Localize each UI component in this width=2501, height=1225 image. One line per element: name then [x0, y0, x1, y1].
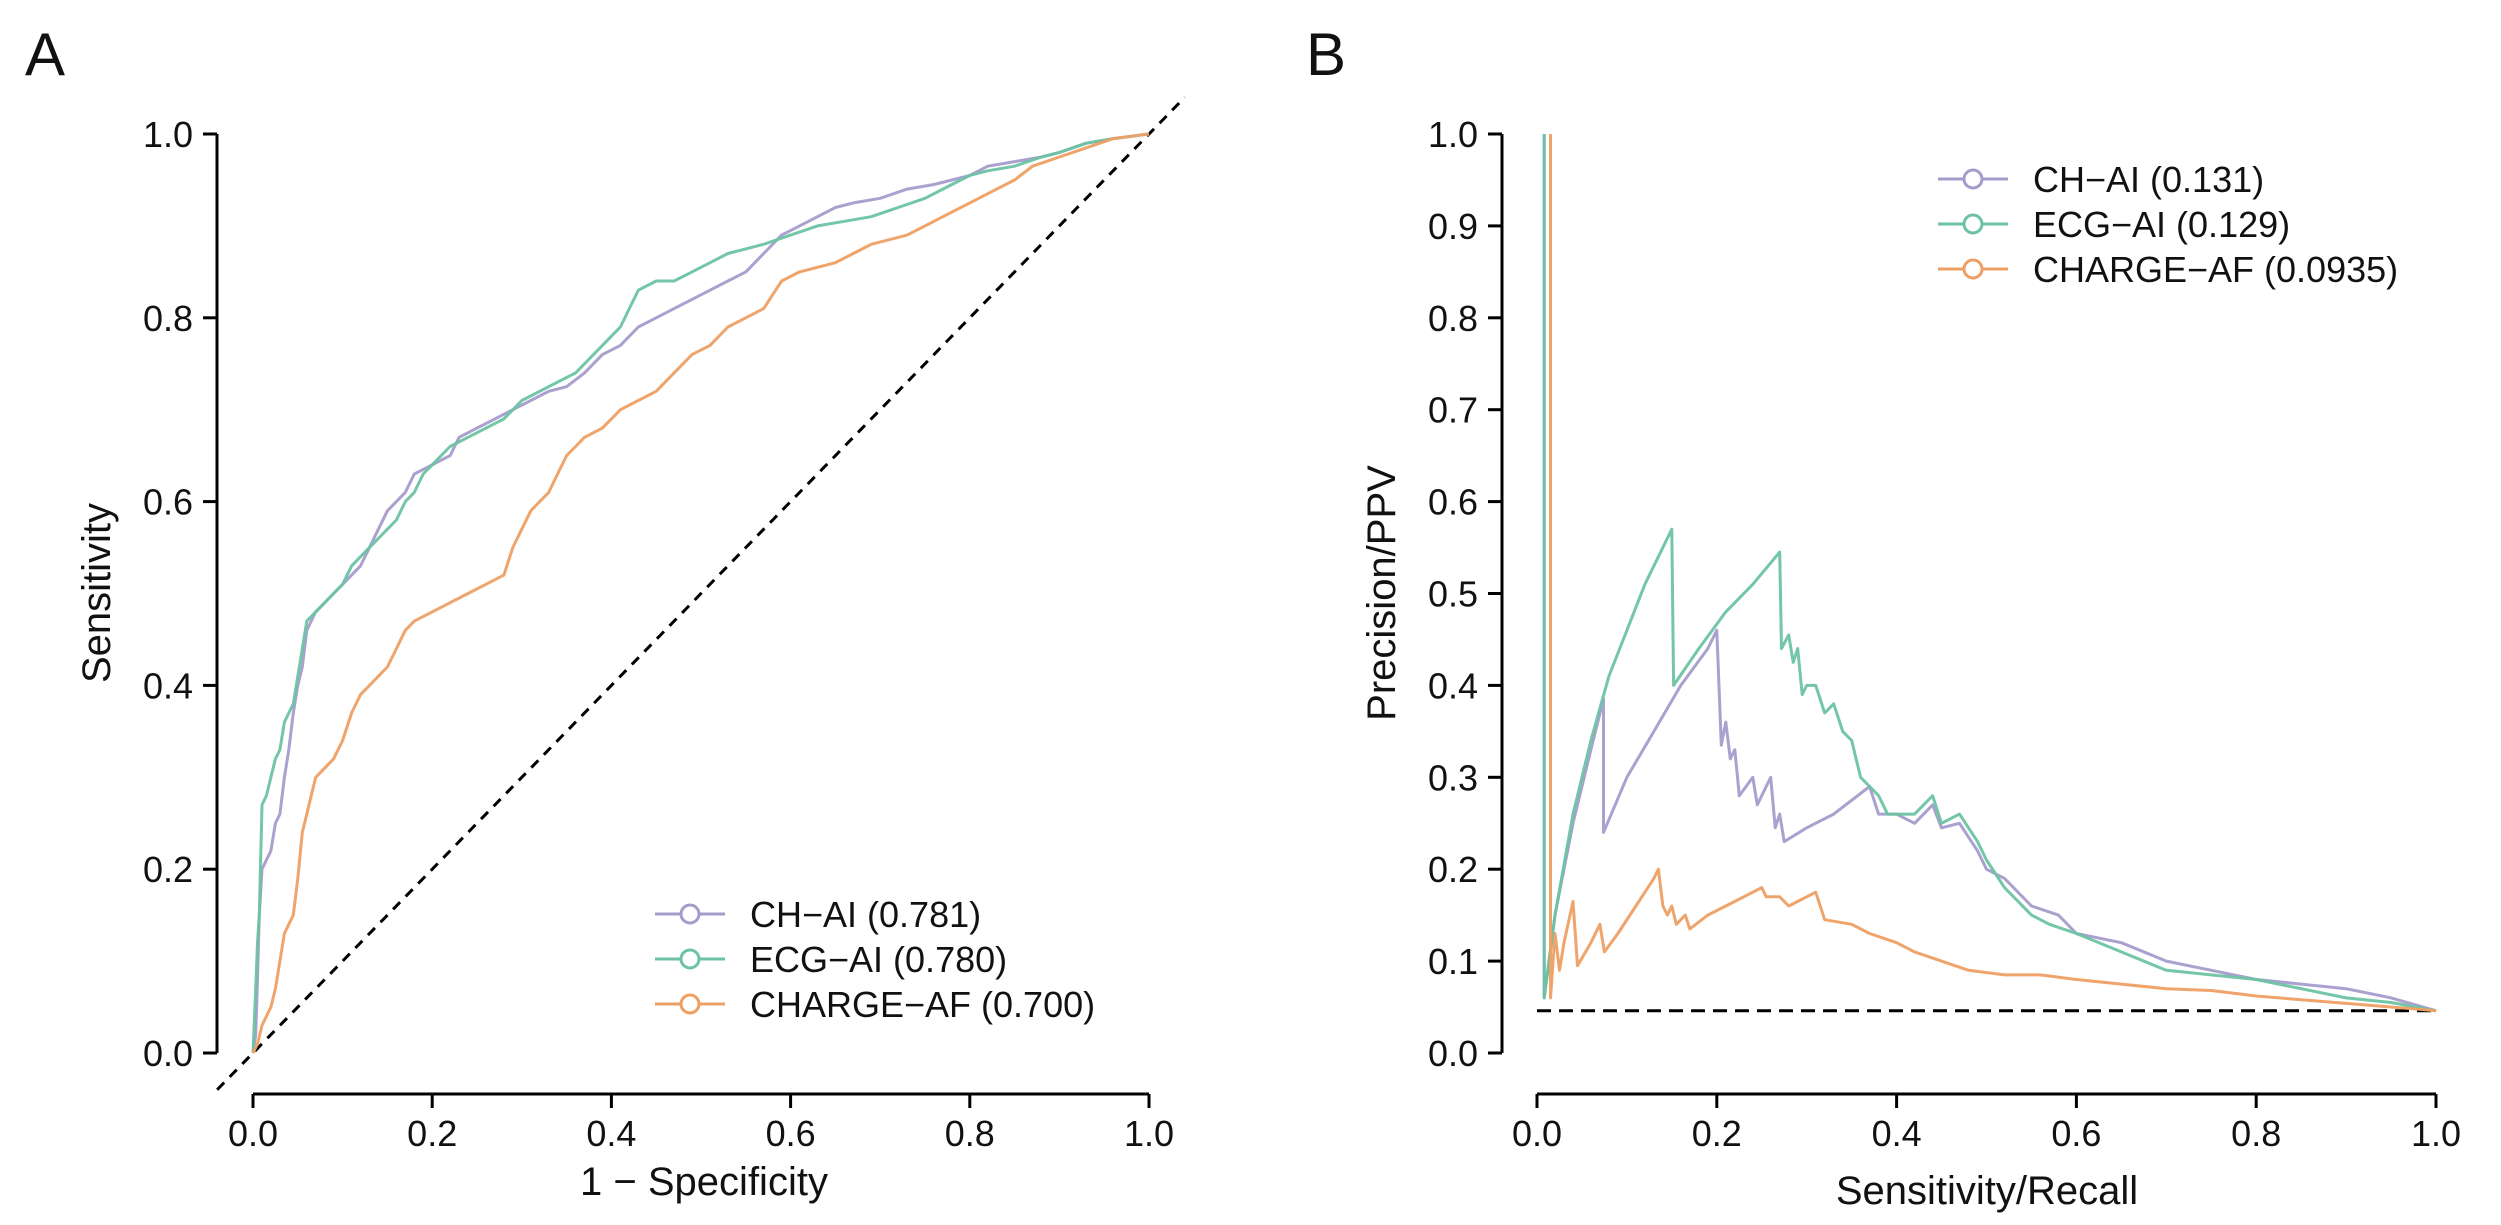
panel-a-x-tick-label: 0.0 [228, 1113, 278, 1154]
panel-b-y-tick-label: 0.0 [1428, 1033, 1478, 1074]
panel-b-x-tick-label: 0.6 [2051, 1113, 2101, 1154]
panel-b-legend-label-ch-ai: CH−AI (0.131) [2033, 159, 2264, 200]
panel-b-y-tick-label: 0.3 [1428, 757, 1478, 798]
panel-b-y-tick-label: 0.2 [1428, 849, 1478, 890]
panel-a-x-tick-label: 1.0 [1124, 1113, 1174, 1154]
panel-b-legend-label-ecg-ai: ECG−AI (0.129) [2033, 204, 2290, 245]
panel-a-y-tick-label: 0.8 [143, 298, 193, 339]
panel-b-series [1542, 134, 2437, 1013]
panel-b-legend-marker-charge-af [1962, 258, 1984, 280]
panel-a-series-line-ecg-ai [251, 132, 1150, 1054]
panel-b-y-tick-label: 0.5 [1428, 574, 1478, 615]
panel-b-y-tick-label: 0.8 [1428, 298, 1478, 339]
panel-b-x-tick-label: 0.0 [1512, 1113, 1562, 1154]
panel-a-series [251, 132, 1150, 1054]
panel-b-legend-marker-ch-ai [1962, 168, 1984, 190]
panel-a-y-tick-label: 1.0 [143, 114, 193, 155]
panel-b-x-tick-label: 1.0 [2411, 1113, 2461, 1154]
panel-a-legend-marker-ecg-ai [679, 948, 701, 970]
panel-a-legend-marker-charge-af [679, 993, 701, 1015]
panel-a-x-tick-label: 0.2 [407, 1113, 457, 1154]
panel-a-x-tick-label: 0.8 [945, 1113, 995, 1154]
panel-a-letter: A [25, 21, 65, 88]
panel-a-series-line-ch-ai [251, 132, 1150, 1054]
panel-b-y-axis-label: Precision/PPV [1360, 465, 1404, 721]
panel-b-y-tick-label: 0.1 [1428, 941, 1478, 982]
panel-a-x-axis-label: 1 − Specificity [580, 1160, 828, 1204]
panel-a-legend-label-ecg-ai: ECG−AI (0.780) [750, 939, 1007, 980]
panel-b-legend-marker-ecg-ai [1962, 213, 1984, 235]
panel-b-legend-label-charge-af: CHARGE−AF (0.0935) [2033, 249, 2398, 290]
panel-b-x-axis-label: Sensitivity/Recall [1836, 1169, 2138, 1213]
panel-a-y-tick-label: 0.0 [143, 1033, 193, 1074]
panel-a-legend: CH−AI (0.781)ECG−AI (0.780)CHARGE−AF (0.… [655, 894, 1095, 1025]
panel-b-precision-recall-chart: B 0.0 0.2 0.4 0.6 0.8 1.00.00.10.20.30.40.50.… [1306, 21, 2461, 1213]
panel-b-y-tick-label: 0.4 [1428, 665, 1478, 706]
panel-a-y-tick-label: 0.6 [143, 482, 193, 523]
panel-b-series-line-charge-af [1549, 134, 2437, 1013]
panel-a-legend-marker-ch-ai [679, 903, 701, 925]
panel-b-series-line-ecg-ai [1542, 134, 2437, 1013]
panel-a-x-tick-label: 0.6 [766, 1113, 816, 1154]
panel-b-x-tick-label: 0.8 [2231, 1113, 2281, 1154]
panel-a-legend-label-charge-af: CHARGE−AF (0.700) [750, 984, 1095, 1025]
panel-a-x-tick-label: 0.4 [586, 1113, 636, 1154]
panel-a-y-tick-label: 0.4 [143, 665, 193, 706]
panel-b-x-tick-label: 0.2 [1692, 1113, 1742, 1154]
panel-b-axes: 0.0 0.2 0.4 0.6 0.8 1.0 0.0 0.1 0.2 0.3 0.4 0.5 0.6 0… [1428, 114, 2461, 1154]
panel-b-x-tick-label: 0.4 [1872, 1113, 1922, 1154]
panel-b-y-tick-label: 0.9 [1428, 206, 1478, 247]
panel-a-diagonal-reference-line [216, 96, 1186, 1091]
panel-a-y-tick-label: 0.2 [143, 849, 193, 890]
panel-b-y-tick-label: 0.7 [1428, 390, 1478, 431]
panel-a-legend-label-ch-ai: CH−AI (0.781) [750, 894, 981, 935]
panel-a-axes: 0.0 0.2 0.4 0.6 0.8 1.0 0.0 0.2 0.4 0.6 0.8 1.0 [143, 114, 1174, 1154]
panel-b-legend: CH−AI (0.131)ECG−AI (0.129)CHARGE−AF (0.… [1938, 159, 2398, 290]
panel-b-letter: B [1306, 21, 1346, 88]
panel-b-series-line-ch-ai [1542, 134, 2437, 1013]
panel-a-series-line-charge-af [251, 132, 1150, 1054]
panel-a-reference-line [216, 96, 1186, 1091]
panel-b-y-tick-label: 0.6 [1428, 482, 1478, 523]
panel-a-roc-chart: A 0.0 0.2 0.4 0.6 0.8 1.0 0.0 0.2 0.4 0.6 0.8 1.0 C… [25, 21, 1186, 1204]
panel-b-y-tick-label: 1.0 [1428, 114, 1478, 155]
panel-a-y-axis-label: Sensitivity [75, 503, 119, 683]
